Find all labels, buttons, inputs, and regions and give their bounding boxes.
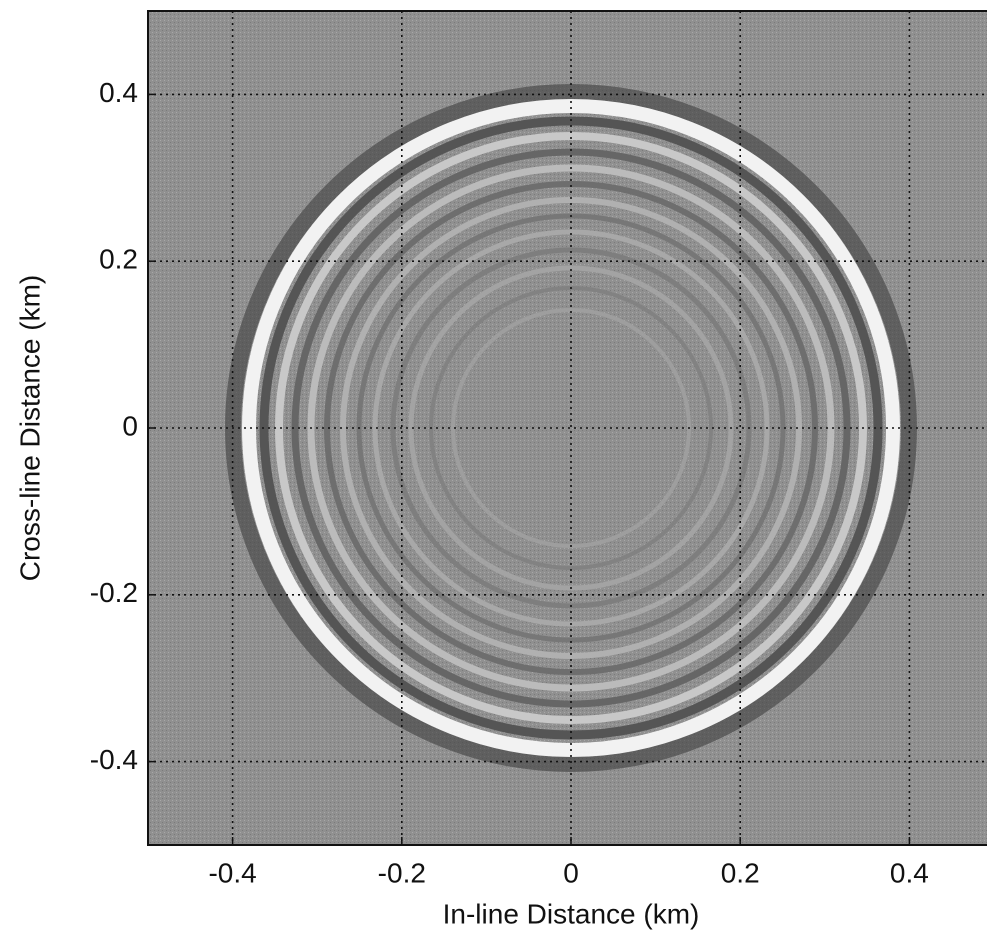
plot-area [148, 11, 987, 845]
x-tick-label: 0.4 [890, 857, 929, 888]
x-tick-label: -0.4 [208, 857, 256, 888]
y-tick-label: 0.2 [99, 244, 138, 275]
x-tick-label: 0.2 [721, 857, 760, 888]
y-tick-label: 0.4 [99, 77, 138, 108]
x-tick-label: 0 [563, 857, 579, 888]
y-tick-label: -0.2 [90, 577, 138, 608]
x-axis-label: In-line Distance (km) [443, 898, 700, 929]
y-axis-label: Cross-line Distance (km) [14, 275, 45, 582]
y-tick-label: 0 [122, 410, 138, 441]
y-tick-label: -0.4 [90, 744, 138, 775]
x-tick-label: -0.2 [378, 857, 426, 888]
